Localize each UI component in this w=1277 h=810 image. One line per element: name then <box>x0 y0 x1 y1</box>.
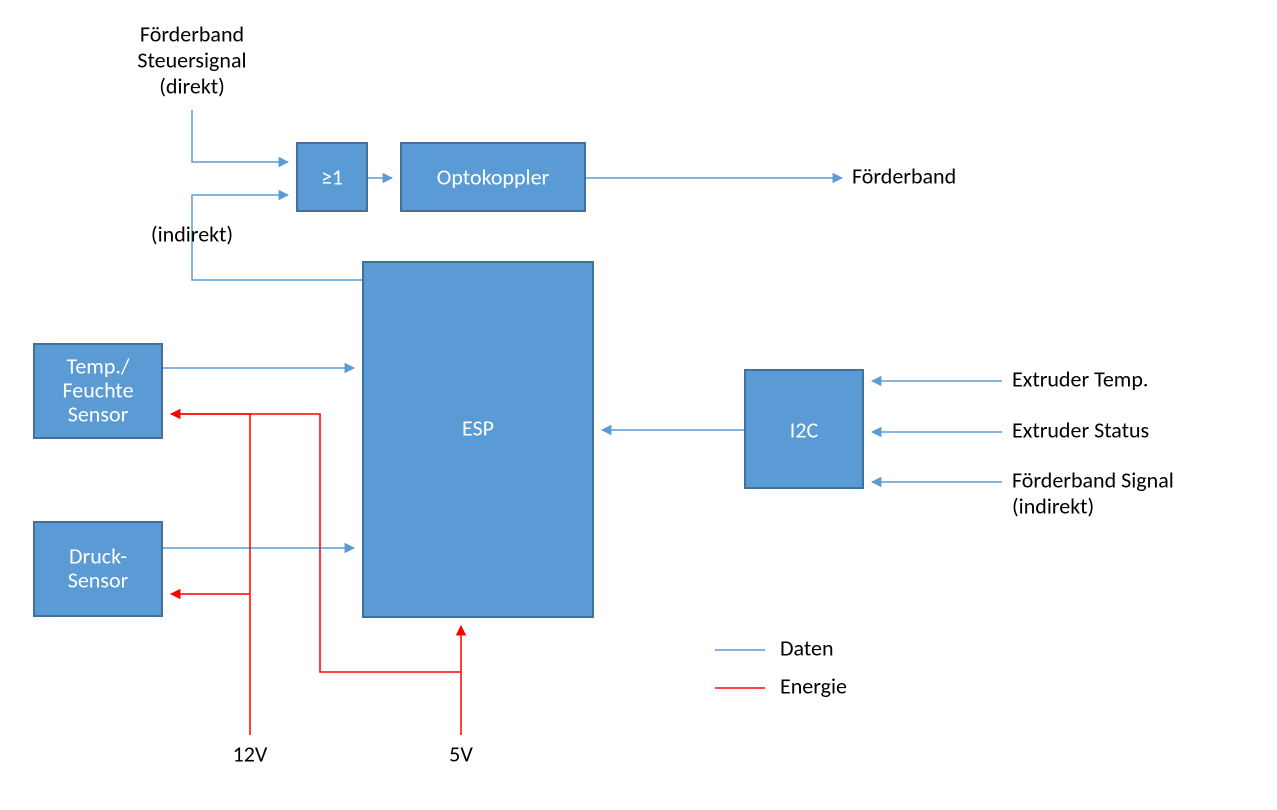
node-optokoppler: Optokoppler <box>401 143 585 211</box>
edge-topsignal-to-or <box>192 110 288 162</box>
node-or-gate: ≥1 <box>297 143 367 211</box>
legend-energy-label: Energie <box>780 672 847 699</box>
druck-sensor-line2: Sensor <box>68 566 129 593</box>
or-gate-label: ≥1 <box>321 163 343 190</box>
block-diagram: ≥1 Optokoppler ESP Temp./ Feuchte Sensor… <box>0 0 1277 810</box>
temp-sensor-line1: Temp./ <box>67 352 130 379</box>
node-esp: ESP <box>363 262 593 617</box>
top-signal-line2: Steuersignal <box>137 46 246 73</box>
temp-sensor-line2: Feuchte <box>62 376 133 403</box>
fb-signal-line2: (indirekt) <box>1012 492 1094 519</box>
extruder-status-label: Extruder Status <box>1012 416 1149 443</box>
foerderband-label: Förderband <box>852 162 956 189</box>
druck-sensor-line1: Druck- <box>69 542 127 569</box>
temp-sensor-line3: Sensor <box>68 400 129 427</box>
legend-data-label: Daten <box>780 634 834 661</box>
v5-label: 5V <box>449 740 473 767</box>
node-druck-sensor: Druck- Sensor <box>34 522 162 616</box>
top-signal-line3: (direkt) <box>159 72 225 99</box>
esp-label: ESP <box>462 414 494 441</box>
node-temp-sensor: Temp./ Feuchte Sensor <box>34 344 162 438</box>
top-signal-line1: Förderband <box>140 20 244 47</box>
fb-signal-line1: Förderband Signal <box>1012 466 1174 493</box>
i2c-label: I2C <box>790 416 819 443</box>
node-i2c: I2C <box>745 370 863 488</box>
indirekt-label: (indirekt) <box>151 220 233 247</box>
optokoppler-label: Optokoppler <box>437 163 550 190</box>
v12-label: 12V <box>233 740 268 767</box>
extruder-temp-label: Extruder Temp. <box>1012 365 1148 392</box>
